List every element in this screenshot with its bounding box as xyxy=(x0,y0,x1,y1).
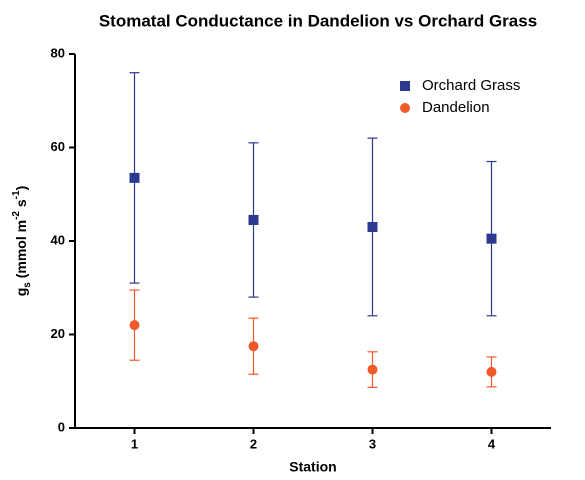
point xyxy=(248,214,259,225)
y-axis-title-part: (mmol m xyxy=(13,220,29,282)
point xyxy=(486,366,497,377)
point xyxy=(129,172,140,183)
y-axis-title-part: s xyxy=(13,199,29,211)
y-tick-label: 80 xyxy=(51,45,65,60)
y-axis-title: gs (mmol m-2 s-1) xyxy=(11,186,33,297)
y-tick-label: 60 xyxy=(51,139,65,154)
y-axis-title-part: -1 xyxy=(11,190,22,199)
chart-title: Stomatal Conductance in Dandelion vs Orc… xyxy=(99,11,537,30)
x-tick-label: 3 xyxy=(369,436,376,451)
y-axis-title-part: g xyxy=(13,288,29,297)
x-tick-label: 1 xyxy=(131,436,138,451)
point xyxy=(486,233,497,244)
y-tick-label: 40 xyxy=(51,232,65,247)
y-axis-title-part: -2 xyxy=(11,211,22,220)
legend-label: Dandelion xyxy=(422,99,490,116)
point xyxy=(248,341,259,352)
legend-marker xyxy=(400,81,410,91)
y-tick-label: 20 xyxy=(51,326,65,341)
x-tick-label: 2 xyxy=(250,436,257,451)
y-axis-title-part: ) xyxy=(13,186,29,191)
legend-label: Orchard Grass xyxy=(422,77,520,94)
y-axis-title-part: s xyxy=(22,282,33,288)
x-axis-title: Station xyxy=(289,459,336,475)
y-tick-label: 0 xyxy=(58,419,65,434)
x-tick-label: 4 xyxy=(488,436,496,451)
point xyxy=(367,364,378,375)
point xyxy=(367,221,378,232)
point xyxy=(129,320,140,331)
legend-marker xyxy=(400,103,410,113)
